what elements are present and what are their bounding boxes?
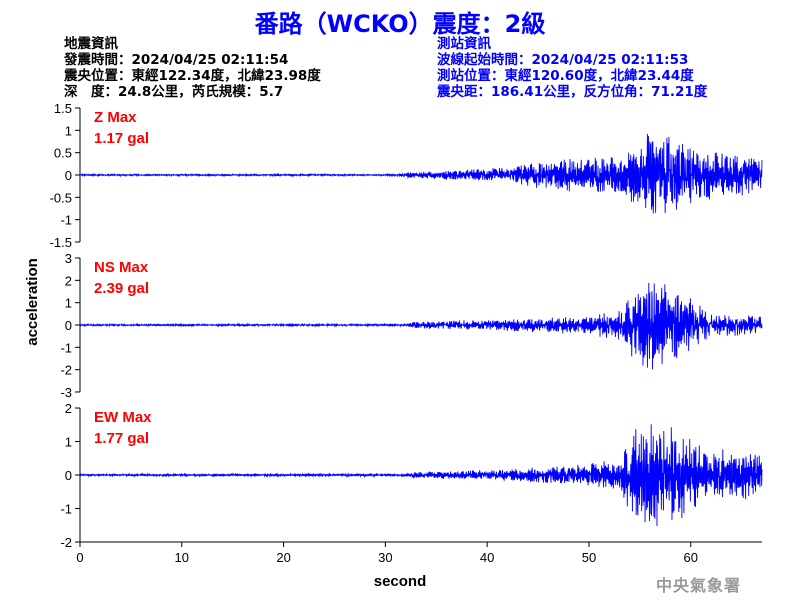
y-tick-label: 2 — [65, 401, 72, 416]
max-value-z: 1.17 gal — [94, 130, 149, 147]
waveform-ew — [79, 424, 763, 526]
y-tick-label: -2 — [60, 535, 72, 550]
page-title: 番路（WCKO）震度：2級 — [254, 10, 546, 38]
y-tick-label: 1.5 — [54, 101, 72, 116]
y-tick-label: 2 — [65, 273, 72, 288]
y-tick-label: 0.5 — [54, 146, 72, 161]
quake-info-heading: 地震資訊 — [64, 36, 118, 52]
x-axis-label: second — [374, 573, 427, 590]
y-tick-label: 3 — [65, 251, 72, 266]
y-tick-label: 0 — [65, 468, 72, 483]
x-tick-label: 50 — [582, 550, 596, 565]
y-tick-label: 1 — [65, 123, 72, 138]
waveform-ns — [79, 282, 763, 370]
y-tick-label: -1.5 — [50, 235, 72, 250]
x-tick-label: 20 — [276, 550, 290, 565]
y-tick-label: -1 — [60, 502, 72, 517]
station-location: 測站位置：東經120.60度，北緯23.44度 — [437, 68, 694, 84]
y-tick-label: 1 — [65, 296, 72, 311]
max-label-z: Z Max — [94, 109, 137, 126]
x-tick-label: 0 — [76, 550, 83, 565]
quake-time: 發震時間：2024/04/25 02:11:54 — [64, 52, 289, 68]
quake-info-block: 地震資訊 發震時間：2024/04/25 02:11:54 震央位置：東經122… — [64, 36, 321, 100]
max-label-ns: NS Max — [94, 259, 149, 276]
quake-location: 震央位置：東經122.34度，北緯23.98度 — [64, 68, 321, 84]
wave-start-time: 波線起始時間：2024/04/25 02:11:53 — [437, 52, 689, 68]
waveform-z — [79, 133, 763, 214]
x-tick-label: 60 — [684, 550, 698, 565]
epicentral-distance: 震央距：186.41公里，反方位角：71.21度 — [437, 84, 708, 100]
station-info-block: 測站資訊 波線起始時間：2024/04/25 02:11:53 測站位置：東經1… — [437, 36, 707, 100]
y-tick-label: -3 — [60, 385, 72, 400]
x-tick-label: 40 — [480, 550, 494, 565]
y-tick-label: -1 — [60, 213, 72, 228]
y-tick-label: 0 — [65, 318, 72, 333]
x-tick-label: 30 — [378, 550, 392, 565]
y-tick-label: -0.5 — [50, 190, 72, 205]
station-info-heading: 測站資訊 — [437, 36, 491, 52]
quake-depth-magnitude: 深 度：24.8公里，芮氏規模：5.7 — [64, 84, 284, 100]
max-value-ns: 2.39 gal — [94, 280, 149, 297]
y-tick-label: -2 — [60, 363, 72, 378]
y-axis-label: acceleration — [24, 258, 41, 346]
y-tick-label: 1 — [65, 435, 72, 450]
max-value-ew: 1.77 gal — [94, 430, 149, 447]
x-tick-label: 10 — [175, 550, 189, 565]
agency-watermark: 中央氣象署 — [656, 576, 742, 595]
y-tick-label: 0 — [65, 168, 72, 183]
max-label-ew: EW Max — [94, 409, 152, 426]
y-tick-label: -1 — [60, 340, 72, 355]
